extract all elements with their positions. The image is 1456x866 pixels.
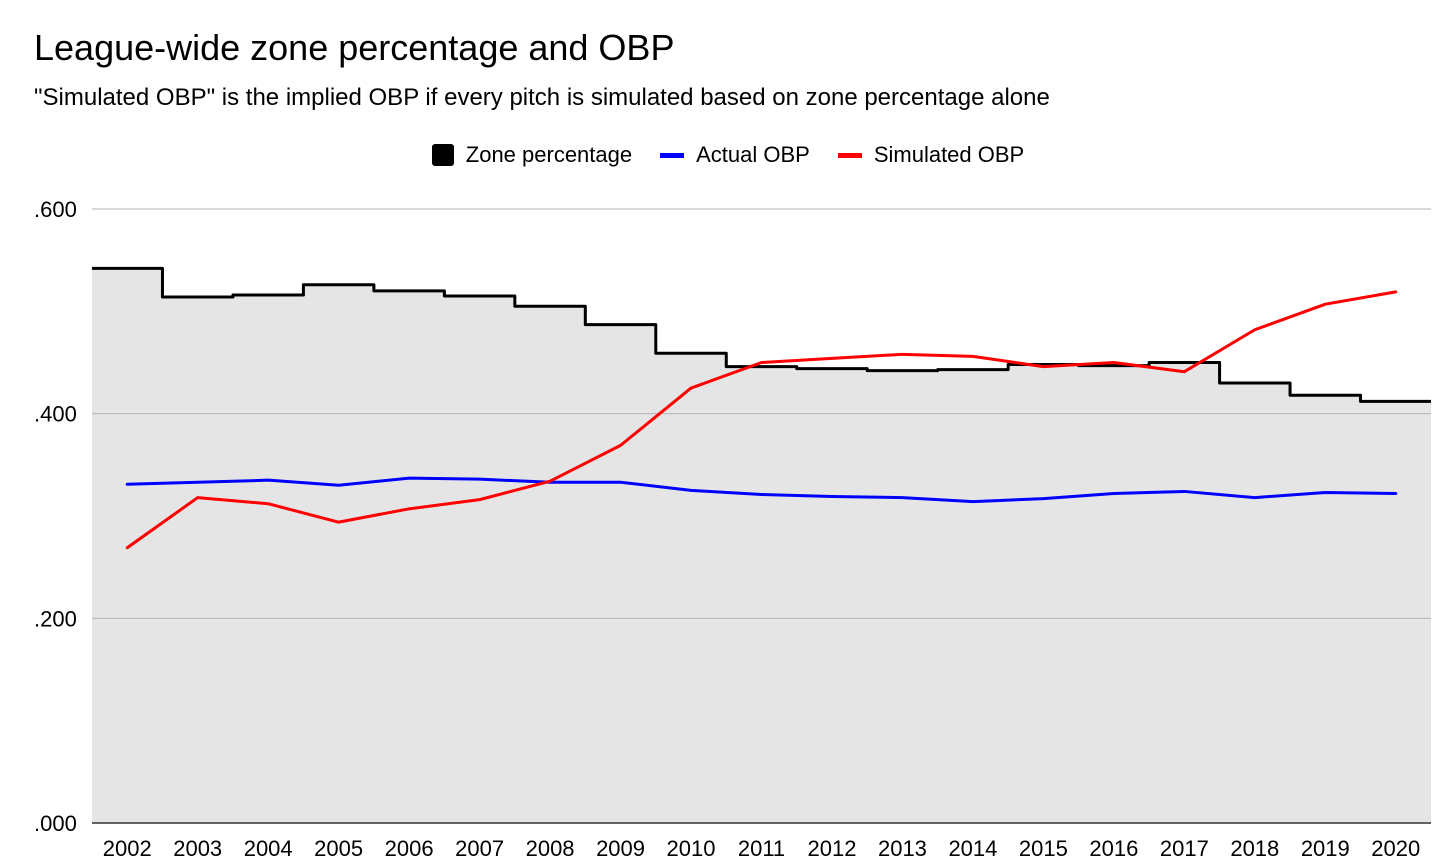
y-tick-label: .000 xyxy=(34,811,77,836)
x-tick-label: 2020 xyxy=(1371,836,1420,861)
zone-percentage-area xyxy=(92,268,1431,823)
x-tick-label: 2015 xyxy=(1019,836,1068,861)
x-tick-label: 2014 xyxy=(948,836,997,861)
legend-label-zone-percentage: Zone percentage xyxy=(465,142,633,167)
x-tick-label: 2013 xyxy=(878,836,927,861)
x-tick-label: 2008 xyxy=(526,836,575,861)
legend-swatch-actual-obp xyxy=(660,152,685,158)
chart-title: League-wide zone percentage and OBP xyxy=(34,27,675,68)
x-tick-label: 2011 xyxy=(738,836,785,861)
x-tick-label: 2007 xyxy=(455,836,504,861)
x-tick-label: 2016 xyxy=(1089,836,1138,861)
x-tick-label: 2009 xyxy=(596,836,645,861)
x-tick-label: 2017 xyxy=(1160,836,1209,861)
x-tick-label: 2018 xyxy=(1230,836,1279,861)
x-tick-label: 2005 xyxy=(314,836,363,861)
legend-swatch-zone-percentage xyxy=(431,144,454,166)
legend-label-actual-obp: Actual OBP xyxy=(696,142,810,167)
zone-percentage-step-line xyxy=(92,266,1431,403)
x-tick-label: 2002 xyxy=(103,836,152,861)
legend-swatch-simulated-obp xyxy=(837,152,862,158)
x-tick-label: 2004 xyxy=(244,836,293,861)
y-tick-label: .600 xyxy=(34,197,77,222)
legend-label-simulated-obp: Simulated OBP xyxy=(873,142,1025,167)
x-tick-label: 2006 xyxy=(385,836,434,861)
x-tick-label: 2010 xyxy=(667,836,716,861)
x-tick-label: 2012 xyxy=(807,836,856,861)
chart-subtitle: "Simulated OBP" is the implied OBP if ev… xyxy=(34,84,1050,111)
actual-obp-line xyxy=(125,476,1398,504)
x-tick-label: 2019 xyxy=(1301,836,1350,861)
y-tick-label: .400 xyxy=(34,402,77,427)
legend: Zone percentage Actual OBP Simulated OBP xyxy=(0,138,1456,172)
legend-item-actual-obp: Actual OBP xyxy=(660,142,810,168)
y-tick-label: .200 xyxy=(34,606,77,631)
simulated-obp-line xyxy=(125,290,1398,550)
legend-item-zone-percentage: Zone percentage xyxy=(431,142,633,168)
legend-item-simulated-obp: Simulated OBP xyxy=(837,142,1025,168)
x-tick-label: 2003 xyxy=(173,836,222,861)
